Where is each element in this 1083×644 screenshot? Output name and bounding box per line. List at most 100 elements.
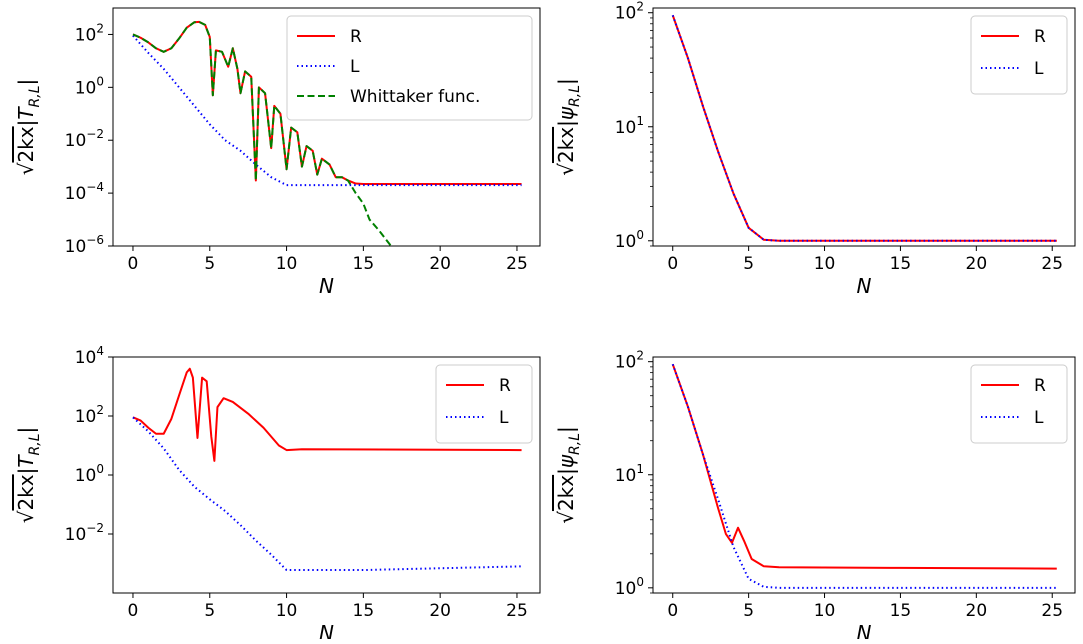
y-axis-label: √2kx|TR,L| <box>14 79 43 176</box>
symbol: T <box>14 454 38 468</box>
sqrt-argument: 2kx <box>14 474 38 510</box>
plot-lines <box>671 363 1057 589</box>
y-axis-label: √2kx|ψR,L| <box>554 426 583 524</box>
tick-exponent: 2 <box>96 21 104 35</box>
y-tick-label: 102 <box>75 21 104 45</box>
sqrt-argument: 2kx <box>554 475 578 511</box>
x-tick-label: 20 <box>966 254 988 274</box>
y-tick-label: 100 <box>75 462 104 486</box>
tick-exponent: −2 <box>86 521 104 535</box>
series-line-r <box>671 14 1057 242</box>
x-tick-label: 20 <box>429 601 451 621</box>
y-tick-label: 104 <box>75 344 104 368</box>
legend-box <box>286 15 533 121</box>
abs-close: | <box>14 79 38 86</box>
tick-exponent: 0 <box>96 74 104 88</box>
legend: RL <box>970 15 1068 95</box>
x-tick-label: 15 <box>890 601 912 621</box>
x-tick-label: 10 <box>814 254 836 274</box>
x-tick-label: 5 <box>204 601 215 621</box>
series-line-r <box>132 367 522 462</box>
x-axis-label: N <box>857 621 872 639</box>
legend-box <box>970 364 1068 444</box>
legend: RL <box>435 364 533 444</box>
series-line-l <box>132 34 522 187</box>
abs-close: | <box>554 78 578 85</box>
tick-exponent: 1 <box>636 114 644 128</box>
tick-exponent: 2 <box>636 349 644 363</box>
x-tick-label: 10 <box>276 601 298 621</box>
legend-label: R <box>1034 376 1046 396</box>
y-tick-label: 10−4 <box>65 180 104 204</box>
plot-lines <box>671 14 1057 242</box>
tick-exponent: −2 <box>86 127 104 141</box>
y-tick-label: 100 <box>615 575 644 599</box>
y-tick-label: 100 <box>75 74 104 98</box>
y-axis-label: √2kx|TR,L| <box>14 427 43 524</box>
tick-exponent: 0 <box>96 462 104 476</box>
legend-label: L <box>499 408 509 428</box>
y-tick-label: 102 <box>615 349 644 373</box>
x-tick-label: 20 <box>966 601 988 621</box>
y-axis-label: √2kx|ψR,L| <box>554 78 583 176</box>
legend: RL <box>970 364 1068 444</box>
tick-exponent: −4 <box>86 180 104 194</box>
legend-label: L <box>1034 59 1044 79</box>
symbol: T <box>14 106 38 120</box>
x-tick-label: 25 <box>506 601 528 621</box>
plot-frame <box>112 7 541 247</box>
x-tick-label: 10 <box>814 601 836 621</box>
x-tick-label: 0 <box>128 254 139 274</box>
x-tick-label: 25 <box>1041 601 1063 621</box>
x-axis-label: N <box>857 274 872 298</box>
series-line-whittaker-func- <box>132 20 392 246</box>
y-tick-label: 102 <box>615 0 644 24</box>
y-axis-label-text: √2kx|TR,L| <box>14 79 43 176</box>
y-tick-label: 100 <box>615 228 644 252</box>
tick-exponent: 4 <box>96 344 104 358</box>
x-tick-label: 0 <box>667 601 678 621</box>
x-tick-label: 15 <box>353 254 375 274</box>
x-tick-label: 15 <box>353 601 375 621</box>
x-axis-label: N <box>319 621 334 639</box>
legend-label: R <box>350 27 362 47</box>
tick-exponent: 0 <box>636 575 644 589</box>
symbol: ψ <box>554 454 578 468</box>
chart-panel-top-left: 0 5 10 15 20 2510−610−410−2100102N√2kx|TR,L|R… <box>14 7 541 298</box>
sqrt-argument: 2kx <box>14 126 38 162</box>
x-tick-label: 0 <box>128 601 139 621</box>
subscript: R,L <box>27 433 43 455</box>
x-tick-label: 5 <box>743 254 754 274</box>
y-tick-label: 10−6 <box>65 233 104 257</box>
abs-close: | <box>554 426 578 433</box>
sqrt-argument: 2kx <box>554 127 578 163</box>
x-tick-label: 10 <box>276 254 298 274</box>
y-axis-label-text: √2kx|ψR,L| <box>554 426 583 524</box>
y-tick-label: 10−2 <box>65 521 104 545</box>
x-axis-label: N <box>319 274 334 298</box>
tick-exponent: 2 <box>96 403 104 417</box>
y-tick-label: 102 <box>75 403 104 427</box>
y-tick-label: 10−2 <box>65 127 104 151</box>
legend-label: R <box>499 376 511 396</box>
y-tick-label: 101 <box>615 462 644 486</box>
tick-exponent: 0 <box>636 228 644 242</box>
x-tick-label: 25 <box>506 254 528 274</box>
tick-exponent: 2 <box>636 0 644 14</box>
tick-exponent: −6 <box>86 233 104 247</box>
x-tick-label: 15 <box>890 254 912 274</box>
tick-exponent: 1 <box>636 462 644 476</box>
x-tick-label: 25 <box>1041 254 1063 274</box>
legend-label: L <box>350 57 360 77</box>
y-axis-label-text: √2kx|ψR,L| <box>554 78 583 176</box>
plot-lines <box>132 20 522 246</box>
legend-box <box>435 364 533 444</box>
y-tick-label: 101 <box>615 114 644 138</box>
legend-label: L <box>1034 408 1044 428</box>
x-tick-label: 0 <box>667 254 678 274</box>
